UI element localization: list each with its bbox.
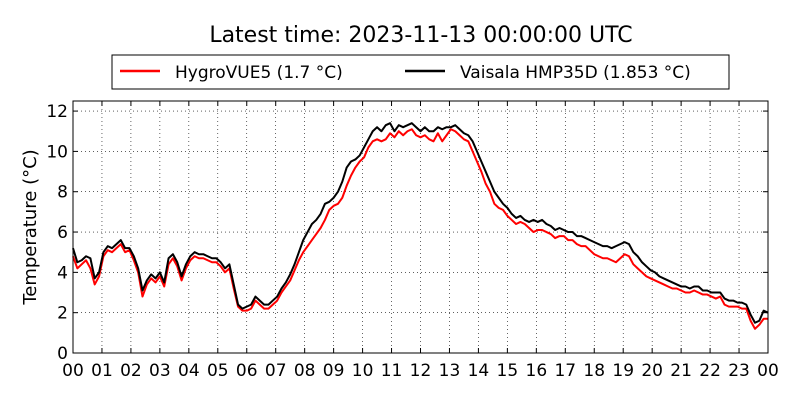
x-tick-label: 11 bbox=[381, 361, 403, 381]
y-tick-label: 6 bbox=[57, 223, 68, 243]
x-tick-label: 01 bbox=[91, 361, 113, 381]
x-tick-label: 21 bbox=[670, 361, 692, 381]
y-tick-label: 0 bbox=[57, 344, 68, 364]
chart-title: Latest time: 2023-11-13 00:00:00 UTC bbox=[209, 23, 632, 48]
y-tick-label: 10 bbox=[46, 142, 68, 162]
series-lines bbox=[72, 122, 769, 330]
plot-frame bbox=[72, 100, 769, 354]
x-tick-label: 20 bbox=[641, 361, 663, 381]
y-tick-label: 2 bbox=[57, 304, 68, 324]
x-tick-label: 03 bbox=[149, 361, 171, 381]
series-line-1 bbox=[72, 122, 769, 324]
legend: HygroVUE5 (1.7 °C) Vaisala HMP35D (1.853 … bbox=[111, 54, 730, 90]
x-tick-label: 04 bbox=[178, 361, 200, 381]
x-tick-label: 12 bbox=[410, 361, 432, 381]
x-tick-label: 16 bbox=[526, 361, 548, 381]
x-tick-label: 06 bbox=[236, 361, 258, 381]
x-tick-label: 07 bbox=[265, 361, 287, 381]
x-tick-label: 09 bbox=[323, 361, 345, 381]
x-tick-label: 10 bbox=[352, 361, 374, 381]
x-tick-label: 13 bbox=[439, 361, 461, 381]
legend-label-1: Vaisala HMP35D (1.853 °C) bbox=[460, 63, 691, 83]
x-axis-ticks: 00 01 02 03 04 05 06 07 08 09 10 11 12 13 14 15 16 17 18 19… bbox=[62, 101, 779, 381]
x-tick-label: 14 bbox=[468, 361, 490, 381]
legend-label-0: HygroVUE5 (1.7 °C) bbox=[175, 63, 343, 83]
x-tick-label: 19 bbox=[612, 361, 634, 381]
x-tick-label: 18 bbox=[583, 361, 605, 381]
y-tick-label: 8 bbox=[57, 183, 68, 203]
y-tick-label: 12 bbox=[46, 102, 68, 122]
x-tick-label: 00 bbox=[62, 361, 84, 381]
x-tick-label: 17 bbox=[554, 361, 576, 381]
y-tick-label: 4 bbox=[57, 263, 68, 283]
x-tick-label: 00 bbox=[757, 361, 779, 381]
x-tick-label: 08 bbox=[294, 361, 316, 381]
y-axis-label: Temperature (°C) bbox=[20, 149, 41, 305]
y-axis-ticks: 0 2 4 6 8 10 12 bbox=[46, 102, 768, 364]
x-tick-label: 02 bbox=[120, 361, 142, 381]
x-tick-label: 05 bbox=[207, 361, 229, 381]
x-tick-label: 22 bbox=[699, 361, 721, 381]
x-tick-label: 15 bbox=[497, 361, 519, 381]
series-line-0 bbox=[72, 128, 768, 330]
x-tick-label: 23 bbox=[728, 361, 750, 381]
grid-lines bbox=[73, 101, 768, 353]
